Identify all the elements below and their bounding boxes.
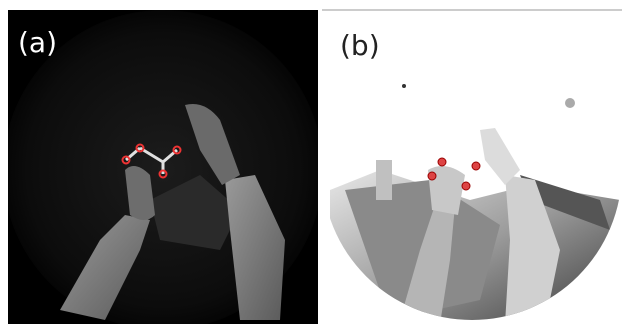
panel-b-blob xyxy=(565,98,575,108)
page: (a) (b) (() => { const data = JSON.parse… xyxy=(0,0,624,324)
panel-label: (b) xyxy=(340,29,380,62)
panel-a: (a) xyxy=(3,10,323,324)
panel-label: (a) xyxy=(18,26,57,59)
figure: (a) (b) xyxy=(0,0,624,324)
panel-b-dot xyxy=(402,84,406,88)
panel-b-bottle xyxy=(376,160,392,200)
panel-b: (b) xyxy=(322,10,622,324)
